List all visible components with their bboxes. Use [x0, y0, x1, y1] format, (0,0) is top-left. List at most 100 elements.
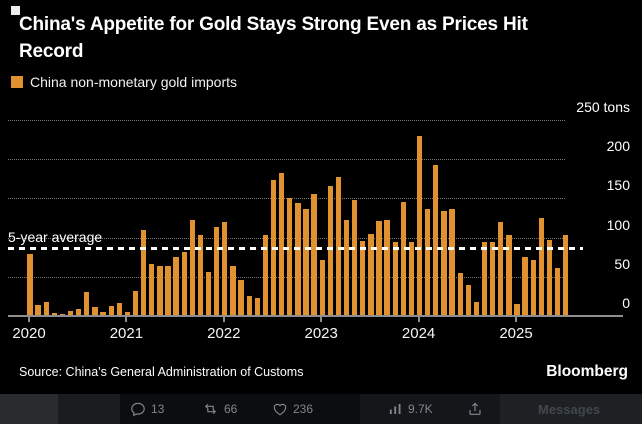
- background-patch: [0, 394, 58, 424]
- bar-2020-m7: [76, 308, 82, 316]
- bar-2022-m2: [230, 265, 236, 316]
- tweet-action-bar: 13 66 236 9.7K: [0, 394, 642, 424]
- bar-2025-m2: [522, 257, 528, 316]
- bar-2024-m6: [457, 272, 463, 316]
- chart-title: China's Appetite for Gold Stays Strong E…: [19, 14, 528, 62]
- bar-2021-m5: [157, 265, 163, 316]
- bar-2023-m8: [376, 221, 382, 316]
- x-tick-2023: [320, 317, 323, 322]
- bar-2021-m1: [124, 312, 131, 316]
- y-axis-label-0: 0: [622, 295, 630, 311]
- background-patch: [58, 394, 120, 424]
- bar-2024-m11: [498, 221, 504, 316]
- bar-2022-m10: [295, 203, 301, 316]
- background-patch: [500, 394, 642, 424]
- bar-2022-m8: [278, 173, 285, 316]
- like-button[interactable]: 236: [272, 394, 313, 424]
- bar-2020-m9: [92, 306, 98, 316]
- share-button[interactable]: [467, 394, 483, 424]
- gridline-250: [8, 120, 565, 121]
- bar-2024-m4: [441, 210, 447, 316]
- five-year-average-line: [8, 247, 583, 250]
- bar-2021-m3: [140, 229, 147, 316]
- bar-2023-m2: [327, 185, 333, 316]
- bar-2022-m9: [287, 198, 293, 316]
- x-tick-label-2022: 2022: [207, 325, 241, 342]
- bar-2024-m1: [416, 135, 423, 316]
- bar-2020-m1: [27, 254, 33, 316]
- bar-2024-m12: [506, 235, 512, 316]
- bar-2023-m3: [335, 177, 342, 316]
- y-axis-label-100: 100: [606, 216, 630, 233]
- reply-count: 13: [151, 402, 165, 416]
- legend-swatch: [11, 76, 23, 88]
- views-button[interactable]: 9.7K: [388, 394, 433, 424]
- heart-icon: [272, 401, 288, 417]
- bar-2025-m4: [538, 218, 545, 316]
- bar-2021-m4: [149, 264, 155, 316]
- y-axis-label-250: 250 tons: [576, 99, 630, 115]
- bar-2021-m7: [173, 257, 179, 316]
- bar-2024-m8: [473, 301, 480, 316]
- bar-2020-m3: [43, 301, 49, 316]
- bar-2022-m1: [222, 221, 228, 316]
- bar-2022-m3: [238, 279, 244, 316]
- bar-2020-m2: [35, 305, 41, 316]
- x-tick-label-2025: 2025: [499, 325, 533, 342]
- x-axis-line: [8, 315, 623, 317]
- source-note: Source: China's General Administration o…: [19, 365, 304, 379]
- bar-2024-m2: [425, 208, 431, 316]
- x-tick-2025: [515, 317, 517, 322]
- five-year-average-label: 5-year average: [8, 229, 103, 245]
- x-tick-2022: [222, 317, 225, 322]
- bar-2025-m6: [554, 268, 561, 316]
- bar-2021-m11: [205, 272, 212, 316]
- bar-2021-m5: [165, 265, 171, 316]
- bar-2020-m6: [67, 311, 74, 316]
- bar-2021-m2: [132, 290, 139, 316]
- repost-button[interactable]: 66: [202, 394, 237, 424]
- gridline-100: [8, 237, 565, 239]
- x-tick-label-2021: 2021: [109, 325, 144, 342]
- reply-button[interactable]: 13: [130, 394, 164, 424]
- bar-2023-m4: [343, 219, 350, 316]
- repost-count: 66: [224, 402, 238, 416]
- y-axis-label-150: 150: [606, 177, 630, 194]
- x-tick-2021: [125, 317, 128, 322]
- bar-2025-m7: [563, 235, 569, 316]
- bloomberg-logo: Bloomberg: [546, 363, 628, 380]
- bar-2021-m9: [189, 220, 195, 316]
- x-tick-2024: [417, 317, 420, 322]
- gridline-50: [8, 276, 565, 278]
- bar-2022-m6: [262, 235, 269, 316]
- bar-2020-m11: [108, 305, 114, 316]
- messages-tab[interactable]: Messages: [538, 401, 601, 417]
- y-axis-label-200: 200: [606, 138, 630, 155]
- bar-2022-m5: [254, 297, 260, 316]
- y-axis-label-50: 50: [614, 255, 630, 272]
- bar-2020-m8: [84, 291, 90, 316]
- bar-2024-m3: [433, 164, 439, 316]
- bar-2023-m9: [384, 220, 390, 316]
- bar-2022-m12: [311, 193, 317, 316]
- x-tick-label-2023: 2023: [304, 325, 338, 342]
- bar-2023-m6: [360, 240, 366, 316]
- bar-2024-m9: [481, 241, 488, 316]
- repost-icon: [202, 401, 219, 417]
- gridline-150: [8, 198, 565, 200]
- bar-2024-m2: [449, 208, 455, 316]
- gridline-200: [8, 159, 565, 161]
- legend-label: China non-monetary gold imports: [30, 74, 237, 90]
- bar-2025-m3: [530, 259, 536, 316]
- bar-2022-m11: [303, 208, 309, 316]
- x-tick-label-2024: 2024: [401, 325, 436, 342]
- bar-2025-m5: [546, 239, 553, 316]
- like-count: 236: [293, 402, 314, 416]
- bar-2021-m10: [197, 235, 204, 316]
- reply-icon: [130, 401, 146, 417]
- background-artifact: [11, 6, 20, 15]
- bar-2020-m10: [100, 312, 106, 316]
- x-tick-label-2020: 2020: [12, 325, 46, 342]
- bar-2023-m1: [319, 259, 325, 316]
